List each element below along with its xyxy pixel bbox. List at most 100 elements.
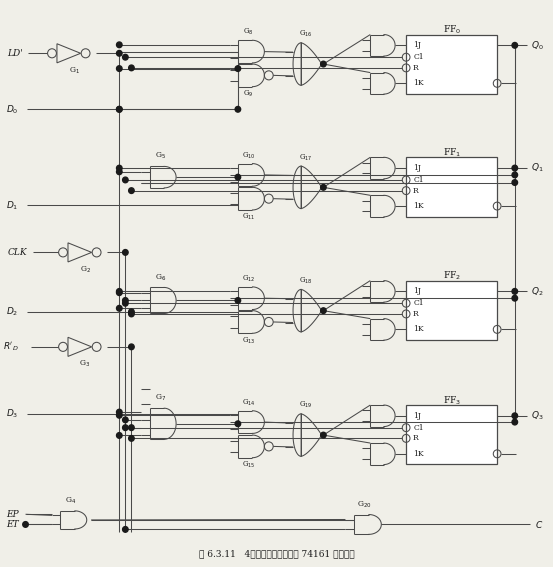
Text: $D_1$: $D_1$ (6, 199, 19, 211)
Circle shape (235, 298, 241, 303)
Text: EP: EP (6, 510, 19, 519)
Circle shape (512, 289, 518, 294)
Circle shape (117, 107, 122, 112)
Text: FF$_1$: FF$_1$ (442, 147, 461, 159)
Text: R: R (413, 434, 419, 442)
Text: 1K: 1K (413, 79, 424, 87)
Circle shape (512, 419, 518, 425)
Text: ET: ET (6, 520, 19, 529)
Text: 图 6.3.11   4位同步二进制计数器 74161 的逻辑图: 图 6.3.11 4位同步二进制计数器 74161 的逻辑图 (199, 549, 354, 558)
Circle shape (117, 42, 122, 48)
Text: 1J: 1J (413, 287, 421, 295)
Text: R: R (413, 187, 419, 194)
Circle shape (321, 308, 326, 314)
Text: G$_8$: G$_8$ (243, 27, 254, 37)
Bar (406, 405, 497, 464)
Circle shape (123, 54, 128, 60)
Text: G$_{19}$: G$_{19}$ (299, 400, 312, 411)
Text: G$_1$: G$_1$ (69, 65, 80, 75)
Text: CLK: CLK (7, 248, 27, 257)
Text: G$_{18}$: G$_{18}$ (299, 276, 313, 286)
Text: G$_9$: G$_9$ (243, 89, 254, 99)
Text: C1: C1 (414, 53, 425, 61)
Text: $D_3$: $D_3$ (6, 407, 19, 420)
Circle shape (117, 66, 122, 71)
Circle shape (129, 65, 134, 71)
Circle shape (123, 249, 128, 255)
Circle shape (123, 301, 128, 306)
Text: 1K: 1K (413, 450, 424, 458)
Circle shape (123, 417, 128, 423)
Circle shape (117, 107, 122, 112)
Circle shape (129, 344, 134, 350)
Text: 1J: 1J (413, 164, 421, 172)
Circle shape (321, 61, 326, 67)
Text: G$_{10}$: G$_{10}$ (242, 151, 255, 161)
Circle shape (129, 435, 134, 441)
Circle shape (512, 43, 518, 48)
Circle shape (512, 413, 518, 418)
Circle shape (23, 522, 28, 527)
Circle shape (129, 309, 134, 315)
Circle shape (512, 180, 518, 185)
Text: $Q_1$: $Q_1$ (531, 162, 544, 174)
Circle shape (123, 527, 128, 532)
Text: 1K: 1K (413, 202, 424, 210)
Text: G$_3$: G$_3$ (80, 358, 91, 369)
Circle shape (117, 166, 122, 171)
Bar (406, 281, 497, 340)
Text: G$_{14}$: G$_{14}$ (242, 397, 255, 408)
Circle shape (123, 177, 128, 183)
Text: FF$_2$: FF$_2$ (442, 270, 461, 282)
Circle shape (235, 421, 241, 426)
Text: $D_2$: $D_2$ (6, 306, 19, 318)
Text: FF$_3$: FF$_3$ (442, 394, 461, 407)
Text: $Q_2$: $Q_2$ (531, 285, 544, 298)
Text: C1: C1 (414, 176, 425, 184)
Bar (406, 35, 497, 94)
Circle shape (512, 165, 518, 171)
Text: G$_{17}$: G$_{17}$ (299, 153, 312, 163)
Text: $R'_D$: $R'_D$ (3, 341, 19, 353)
Circle shape (512, 295, 518, 301)
Text: G$_{12}$: G$_{12}$ (242, 274, 255, 284)
Circle shape (123, 298, 128, 303)
Bar (406, 158, 497, 217)
Text: G$_2$: G$_2$ (80, 264, 91, 274)
Text: $Q_0$: $Q_0$ (531, 39, 544, 52)
Text: 1J: 1J (413, 412, 421, 420)
Circle shape (235, 107, 241, 112)
Text: 1K: 1K (413, 325, 424, 333)
Text: R: R (413, 64, 419, 72)
Text: G$_6$: G$_6$ (155, 272, 166, 282)
Text: G$_{15}$: G$_{15}$ (242, 460, 255, 470)
Text: C1: C1 (414, 299, 425, 307)
Text: $Q_3$: $Q_3$ (531, 409, 544, 422)
Circle shape (117, 409, 122, 415)
Text: G$_5$: G$_5$ (155, 151, 166, 162)
Circle shape (117, 169, 122, 175)
Circle shape (117, 306, 122, 311)
Text: G$_{11}$: G$_{11}$ (242, 212, 255, 222)
Circle shape (129, 425, 134, 430)
Text: $D_0$: $D_0$ (6, 103, 19, 116)
Text: $C$: $C$ (535, 519, 543, 530)
Circle shape (117, 412, 122, 418)
Circle shape (117, 289, 122, 294)
Text: 1J: 1J (413, 41, 421, 49)
Text: R: R (413, 310, 419, 318)
Circle shape (129, 188, 134, 193)
Circle shape (117, 50, 122, 56)
Text: FF$_0$: FF$_0$ (442, 24, 461, 36)
Circle shape (117, 290, 122, 295)
Circle shape (117, 433, 122, 438)
Text: LD': LD' (7, 49, 23, 58)
Text: G$_{16}$: G$_{16}$ (299, 29, 313, 40)
Circle shape (123, 425, 128, 430)
Text: C1: C1 (414, 424, 425, 431)
Text: G$_{20}$: G$_{20}$ (357, 499, 372, 510)
Circle shape (512, 172, 518, 177)
Text: G$_7$: G$_7$ (155, 393, 166, 403)
Circle shape (235, 66, 241, 71)
Circle shape (235, 174, 241, 180)
